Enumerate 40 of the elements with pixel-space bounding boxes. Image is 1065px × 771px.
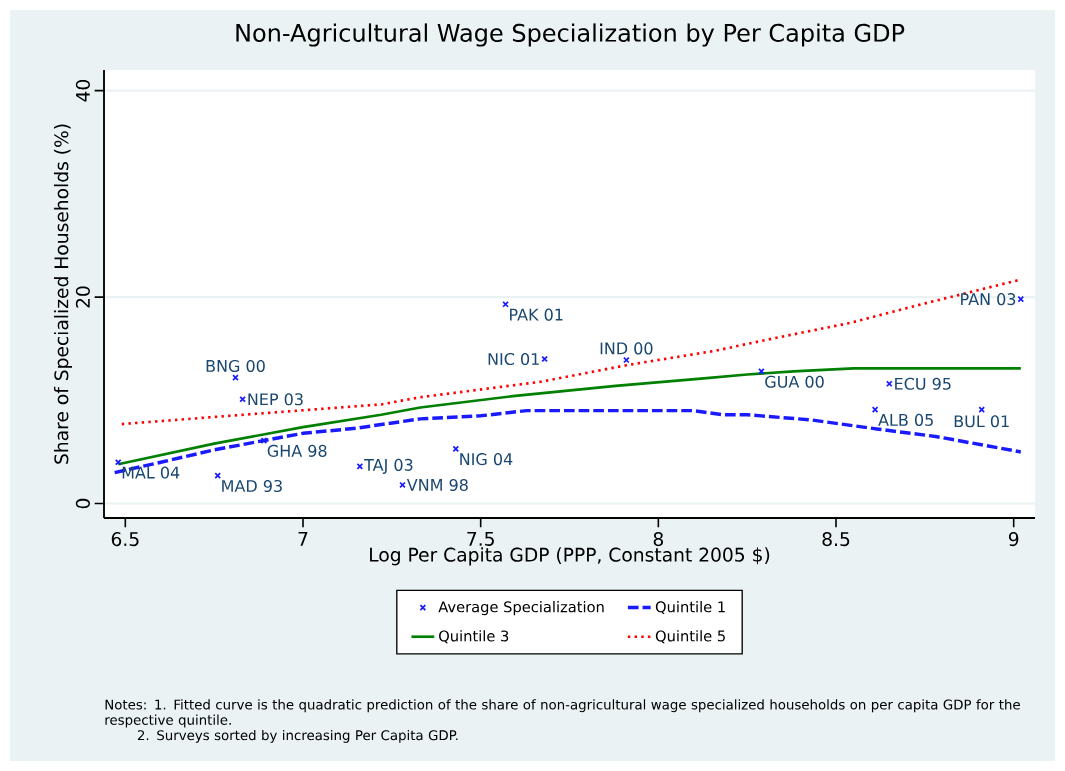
chart-title: Non-Agricultural Wage Specialization by Per Capita GDP (236, 23, 905, 47)
y-tick-label: 40 (75, 79, 90, 102)
annotation: ALB 05 (878, 413, 933, 426)
annotation: IND 00 (600, 342, 653, 355)
annotation: TAJ 03 (364, 458, 413, 474)
legend-label: Quintile 1 (655, 601, 725, 615)
annotation: NIG 04 (460, 453, 513, 466)
x-tick-label: 8 (653, 532, 663, 547)
point (758, 368, 765, 375)
annotation: PAN 03 (961, 293, 1016, 306)
x-axis-title: Log Per Capita GDP (PPP, Constant 2005 $) (370, 547, 770, 566)
annotation: PAK 01 (510, 308, 563, 321)
annotation: GUA 00 (765, 375, 824, 388)
y-tick-label: 0 (75, 498, 90, 509)
x-tick-label: 9 (1008, 532, 1019, 547)
point (232, 374, 239, 381)
annotation: ECU 95 (895, 377, 951, 390)
annotation: VNM 98 (406, 478, 468, 492)
point (239, 395, 246, 403)
x-tick-label: 7 (298, 532, 308, 546)
annotation: NIC 01 (488, 352, 539, 366)
annotation: NEP 03 (248, 393, 303, 406)
point (356, 463, 364, 470)
annotation: BNG 00 (206, 359, 265, 372)
legend-label: Quintile 5 (655, 630, 725, 644)
annotation: MAD 93 (222, 479, 282, 493)
annotation: GHA 98 (267, 444, 327, 457)
point (502, 300, 509, 308)
annotation: BUL 01 (954, 415, 1009, 428)
y-axis-title: Share of Specialized Households (%) (53, 124, 73, 464)
text: 2. Surveys sorted by increasing Per Capita GDP. (137, 729, 458, 743)
legend-label: Quintile 3 (439, 630, 509, 644)
text: Notes: 1. Fitted curve is the quadratic prediction of the share of non-agricultural wage specialized households on per capita GDP for the respective quintile. (105, 699, 1020, 728)
x-tick-label: 7.5 (467, 532, 494, 546)
y-tick-label: 20 (75, 286, 90, 308)
x-tick-label: 8.5 (822, 532, 850, 547)
x-tick-label: 6.5 (111, 532, 139, 547)
annotation: MAL 04 (122, 466, 180, 479)
legend-label: Average Specialization (438, 601, 604, 616)
point (978, 406, 986, 413)
